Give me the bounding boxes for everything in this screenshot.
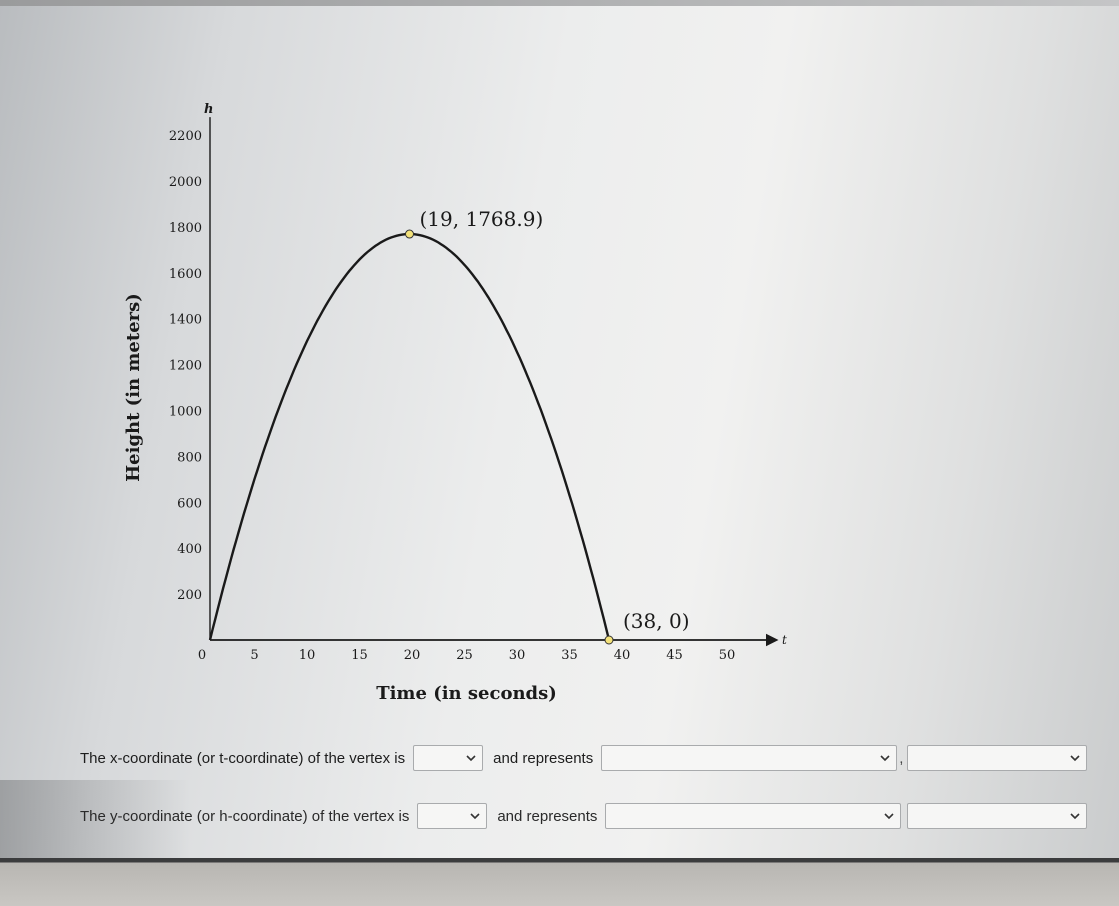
- chevron-down-icon: [884, 813, 894, 820]
- y-tick-label: 800: [177, 450, 202, 465]
- x-tick-label: 45: [666, 648, 683, 663]
- x-tick-label: 10: [299, 648, 316, 663]
- vertex-point: [405, 229, 414, 239]
- vertex-annotation: (19, 1768.9): [420, 207, 544, 231]
- question-row-x-coordinate: The x-coordinate (or t-coordinate) of th…: [80, 743, 1088, 773]
- chevron-down-icon: [880, 755, 890, 762]
- chevron-down-icon: [1070, 813, 1080, 820]
- x-tick-label: 15: [351, 648, 368, 663]
- chevron-down-icon: [470, 813, 480, 820]
- y-tick-label: 600: [177, 496, 202, 511]
- x-coordinate-value-dropdown[interactable]: [413, 745, 484, 771]
- y-coordinate-value-dropdown[interactable]: [417, 803, 488, 829]
- y-coordinate-meaning-dropdown[interactable]: [605, 803, 902, 829]
- x-tick-label: 40: [614, 648, 631, 663]
- question-text-x-coordinate: The x-coordinate (or t-coordinate) of th…: [80, 749, 406, 767]
- y-tick-label: 1200: [169, 359, 202, 374]
- x-tick-label: 30: [509, 648, 526, 663]
- y-tick-label: 2200: [169, 129, 202, 144]
- x-tick-label: 0: [198, 648, 206, 663]
- x-coordinate-meaning-dropdown[interactable]: [601, 745, 898, 771]
- y-tick-label: 1800: [169, 221, 202, 236]
- x-tick-label: 50: [719, 648, 736, 663]
- chevron-down-icon: [466, 755, 476, 762]
- height-vs-time-chart: 0 5 10 15 20 25 30 35 40 45 50 200 400 600 800 1000 1200…: [123, 102, 787, 704]
- y-tick-label: 1000: [169, 405, 202, 420]
- y-tick-label: 2000: [169, 175, 202, 190]
- y-tick-label: 1600: [169, 267, 202, 282]
- height-curve: [208, 232, 611, 641]
- x-tick-label: 35: [561, 648, 578, 663]
- x-axis-label: Time (in seconds): [376, 683, 557, 704]
- root-point: [604, 635, 614, 645]
- y-tick-label: 400: [177, 542, 202, 557]
- x-tick-label: 20: [404, 648, 421, 663]
- x-coordinate-unit-dropdown[interactable]: [907, 745, 1088, 771]
- x-tick-label: 25: [456, 648, 473, 663]
- root-annotation: (38, 0): [623, 609, 690, 633]
- x-tick-label: 5: [250, 648, 258, 663]
- monitor-bezel: [0, 858, 1119, 906]
- question-text-y-coordinate: The y-coordinate (or h-coordinate) of th…: [80, 807, 410, 825]
- x-axis-letter: t: [782, 633, 787, 647]
- question-row-y-coordinate: The y-coordinate (or h-coordinate) of th…: [80, 801, 1088, 831]
- question-connector-text: and represents: [497, 807, 598, 825]
- separator-comma: ,: [899, 749, 904, 767]
- photo-glare-edge: [0, 780, 190, 858]
- chevron-down-icon: [1070, 755, 1080, 762]
- y-axis-label: Height (in meters): [123, 293, 144, 482]
- y-axis-letter: h: [204, 102, 213, 117]
- question-connector-text: and represents: [493, 749, 594, 767]
- y-coordinate-unit-dropdown[interactable]: [907, 803, 1088, 829]
- page-top-edge: [0, 0, 1119, 6]
- y-tick-label: 1400: [169, 313, 202, 328]
- y-tick-label: 200: [177, 588, 202, 603]
